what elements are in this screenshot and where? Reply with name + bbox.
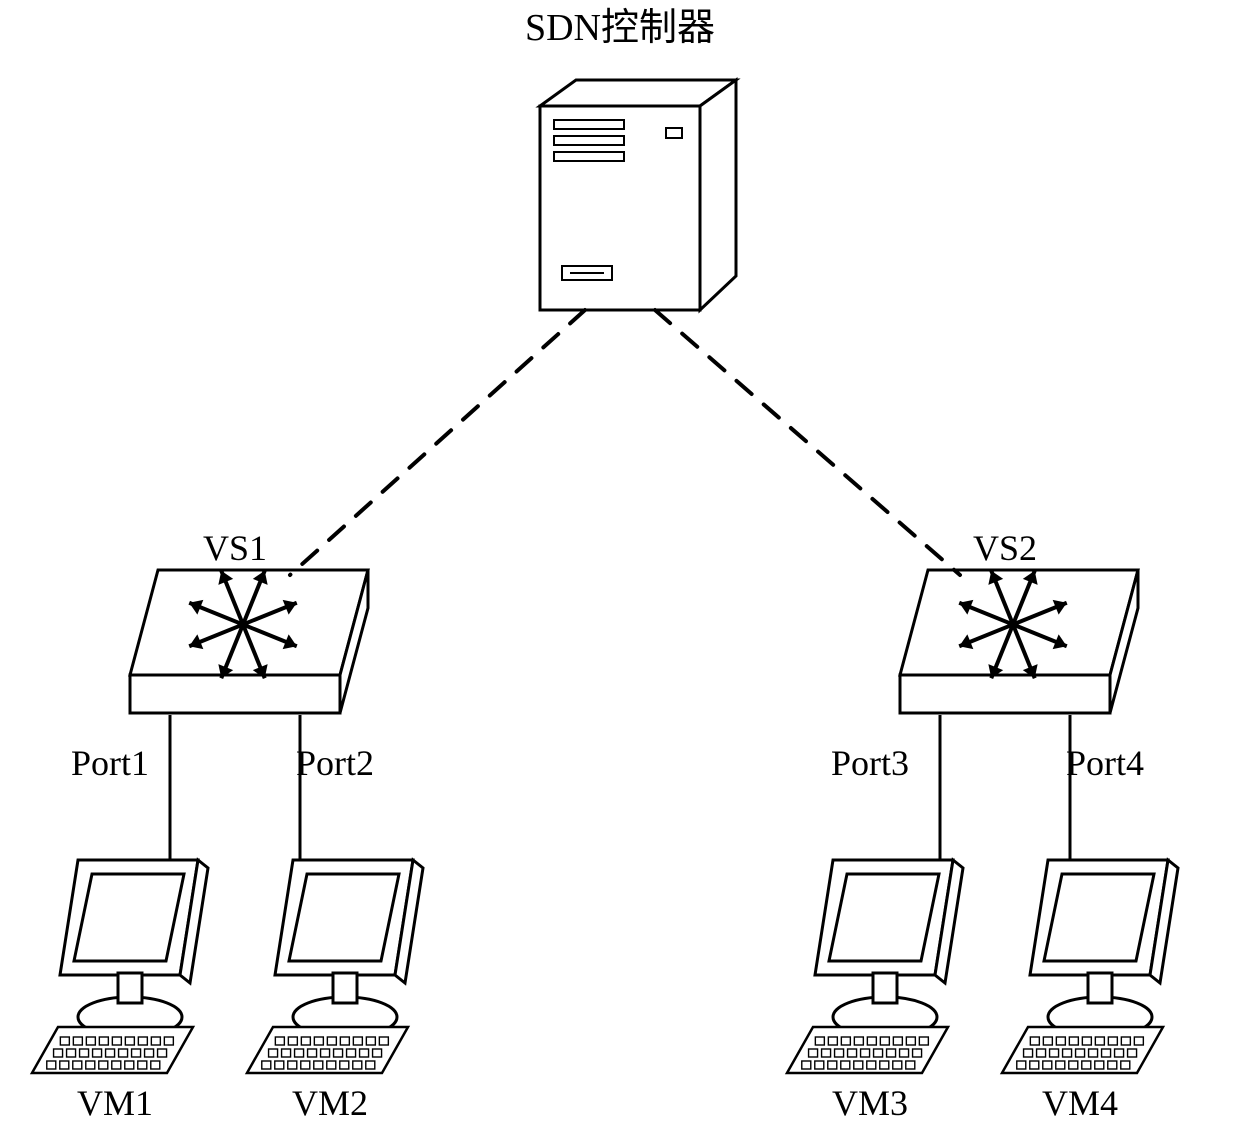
vm-label-2: VM2: [292, 1083, 368, 1123]
port-label-4: Port4: [1066, 743, 1144, 783]
vm-label-1: VM1: [77, 1083, 153, 1123]
link-dashed-1: [655, 310, 960, 575]
switch-vs2: [900, 570, 1138, 713]
vm-3: [787, 860, 963, 1073]
link-dashed-0: [290, 310, 585, 575]
vm-4: [1002, 860, 1178, 1073]
vm-label-4: VM4: [1042, 1083, 1118, 1123]
switch-label-vs1: VS1: [203, 528, 267, 568]
sdn-controller: [540, 80, 736, 310]
switch-label-vs2: VS2: [973, 528, 1037, 568]
port-label-1: Port1: [71, 743, 149, 783]
port-label-2: Port2: [296, 743, 374, 783]
vm-2: [247, 860, 423, 1073]
vm-1: [32, 860, 208, 1073]
switch-vs1: [130, 570, 368, 713]
controller-label: SDN控制器: [525, 7, 715, 49]
port-label-3: Port3: [831, 743, 909, 783]
vm-label-3: VM3: [832, 1083, 908, 1123]
